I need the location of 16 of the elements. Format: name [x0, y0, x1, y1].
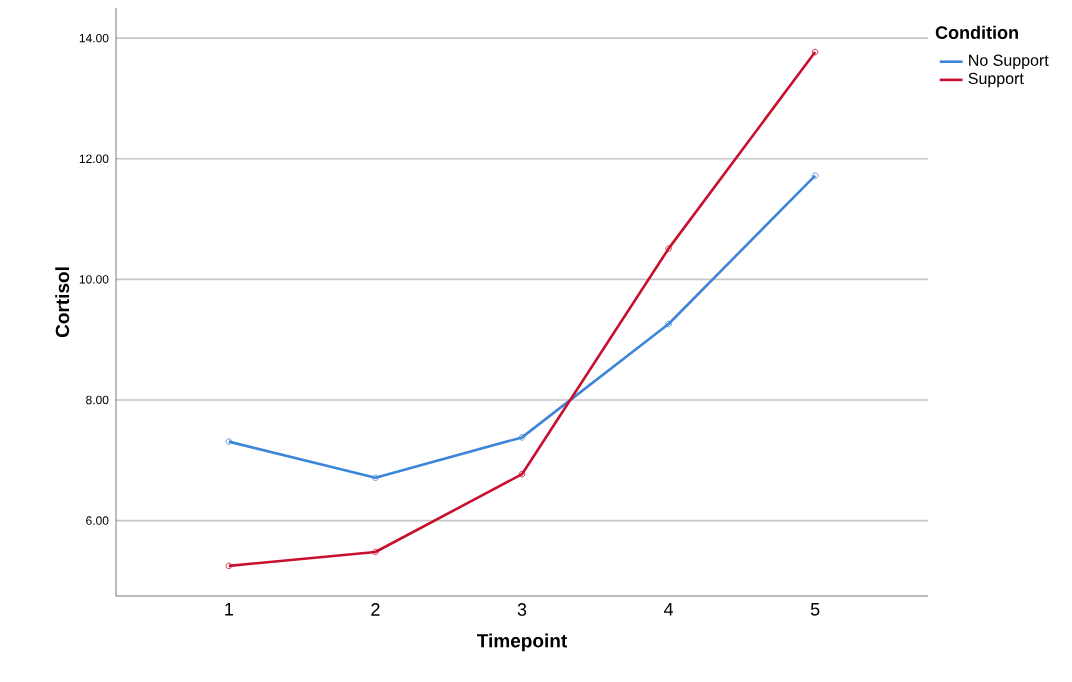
y-axis-title: Cortisol — [55, 267, 70, 338]
legend-title: Condition — [935, 25, 1018, 39]
point — [518, 434, 526, 441]
point — [665, 245, 672, 252]
x-tick-label: 4 — [663, 603, 674, 616]
x-axis-title: Timepoint — [477, 633, 567, 652]
point — [372, 474, 379, 481]
point — [665, 320, 672, 328]
x-tick-label: 5 — [810, 603, 820, 616]
legend-label: Support — [968, 72, 1024, 88]
x-tick-label: 3 — [517, 603, 527, 616]
point — [518, 470, 526, 478]
point — [372, 548, 379, 556]
x-tick-label: 2 — [371, 603, 380, 616]
x-tick-label: 1 — [225, 603, 233, 616]
legend-label: No Support — [969, 54, 1049, 70]
